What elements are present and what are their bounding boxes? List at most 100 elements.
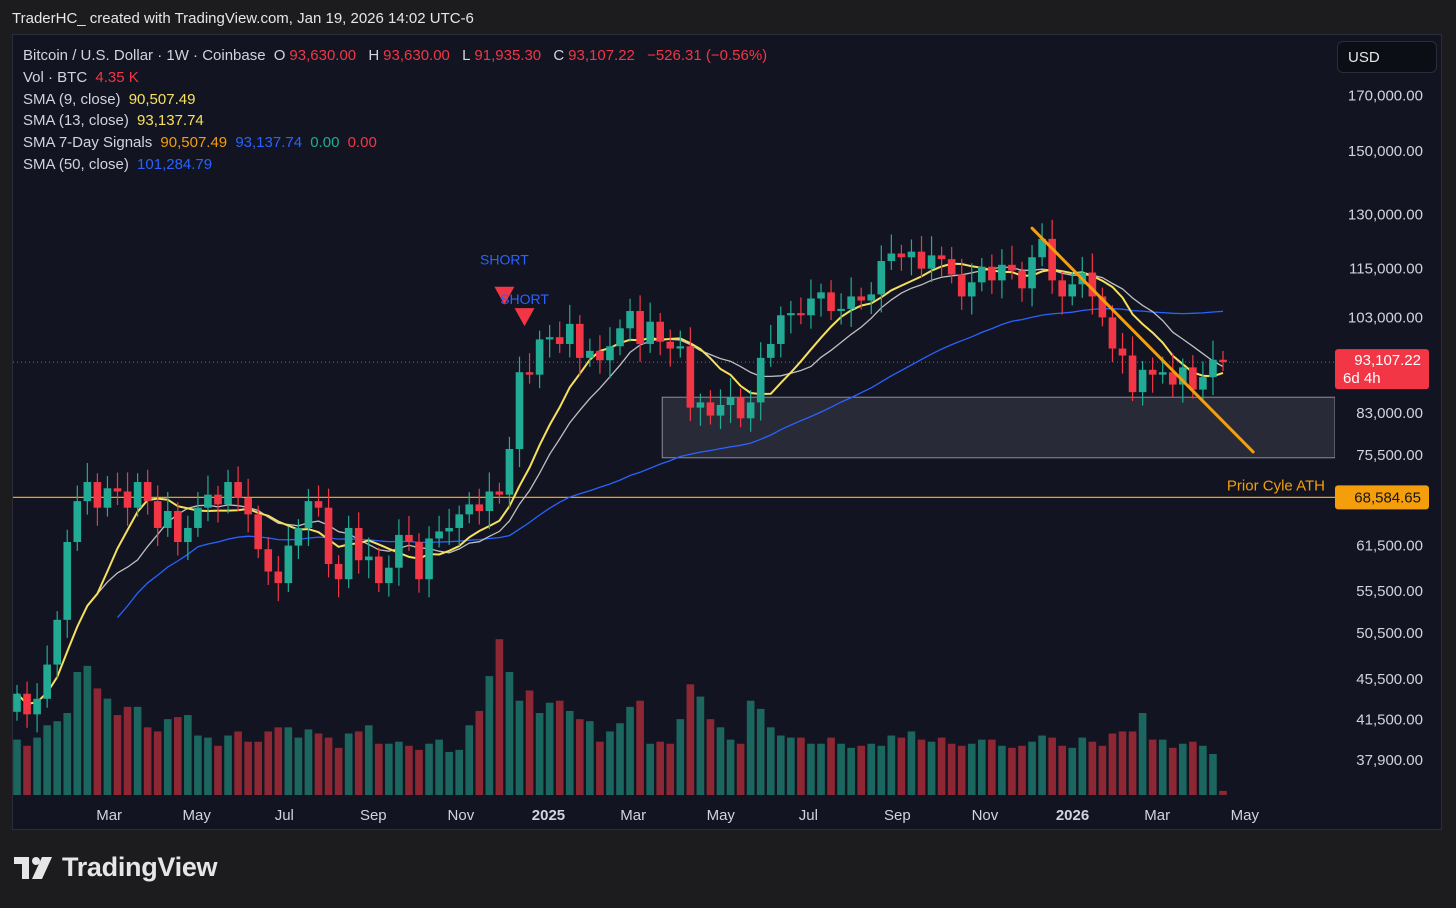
candle[interactable] [847, 277, 855, 327]
candle[interactable] [857, 287, 865, 310]
candle[interactable] [586, 338, 594, 367]
candle[interactable] [455, 505, 463, 547]
candle[interactable] [83, 462, 92, 515]
candle[interactable] [1048, 219, 1056, 294]
candle[interactable] [736, 388, 745, 428]
candle[interactable] [284, 526, 293, 593]
legend-sma13-row[interactable]: SMA (13, close) 93,137.74 [23, 112, 204, 130]
candle[interactable] [53, 611, 61, 679]
candle[interactable] [123, 472, 132, 526]
candle[interactable] [978, 257, 986, 292]
candle[interactable] [1008, 245, 1016, 280]
downtrend-line[interactable] [1030, 226, 1255, 454]
candle[interactable] [133, 473, 142, 517]
candle[interactable] [1028, 245, 1036, 307]
candle[interactable] [525, 353, 534, 384]
candle[interactable] [746, 390, 755, 432]
candle[interactable] [686, 327, 695, 422]
candle[interactable] [13, 684, 21, 721]
candle[interactable] [1038, 223, 1046, 267]
candle[interactable] [93, 473, 102, 526]
candle[interactable] [927, 236, 936, 283]
candle[interactable] [43, 645, 51, 708]
candle[interactable] [998, 249, 1006, 299]
candle[interactable] [937, 246, 946, 278]
candle[interactable] [706, 390, 715, 425]
candle[interactable] [485, 472, 494, 530]
candle[interactable] [807, 279, 815, 329]
candle[interactable] [988, 254, 996, 294]
candle[interactable] [143, 469, 152, 515]
candle[interactable] [867, 282, 876, 315]
candle[interactable] [947, 246, 956, 284]
candle[interactable] [314, 485, 323, 517]
candle[interactable] [153, 485, 162, 547]
candle[interactable] [344, 515, 353, 589]
candle[interactable] [405, 515, 413, 551]
candle[interactable] [1068, 272, 1077, 306]
candle[interactable] [264, 536, 273, 585]
candle[interactable] [505, 436, 514, 509]
candle[interactable] [475, 488, 484, 525]
candle[interactable] [837, 293, 845, 325]
candle[interactable] [555, 321, 564, 353]
candle[interactable] [375, 547, 383, 593]
candle[interactable] [23, 681, 31, 728]
candle[interactable] [385, 555, 393, 597]
candle[interactable] [163, 491, 172, 537]
candle[interactable] [696, 393, 705, 426]
candle[interactable] [324, 488, 333, 578]
candle[interactable] [445, 508, 453, 545]
candle[interactable] [354, 512, 363, 574]
candle[interactable] [103, 476, 112, 517]
short-signal-arrow[interactable] [494, 286, 515, 305]
candle[interactable] [415, 533, 423, 593]
candle[interactable] [967, 263, 976, 315]
tradingview-logo[interactable]: TradingView [14, 852, 218, 883]
short-signal-arrow[interactable] [514, 308, 535, 327]
candle[interactable] [616, 319, 624, 356]
candle[interactable] [334, 555, 343, 598]
candle[interactable] [676, 330, 685, 358]
price-chart[interactable]: Prior Cyle ATH SHORT SHORT 170,000.00 150,… [13, 35, 1442, 830]
candle[interactable] [1088, 253, 1097, 315]
candle[interactable] [787, 300, 795, 334]
candle[interactable] [425, 526, 433, 598]
candle[interactable] [756, 342, 765, 421]
candle[interactable] [224, 469, 232, 514]
candle[interactable] [565, 304, 574, 358]
candle[interactable] [636, 295, 644, 363]
candle[interactable] [1199, 361, 1207, 404]
candle[interactable] [1168, 353, 1177, 399]
legend-signals-row[interactable]: SMA 7-Day Signals 90,507.49 93,137.74 0.… [23, 134, 377, 152]
candle[interactable] [234, 466, 242, 512]
candle[interactable] [596, 335, 604, 374]
candle[interactable] [174, 502, 182, 556]
support-zone-box[interactable] [661, 396, 1336, 459]
candle[interactable] [1018, 261, 1026, 302]
candle[interactable] [887, 234, 896, 270]
candle[interactable] [777, 306, 785, 358]
candle[interactable] [957, 258, 966, 310]
candle[interactable] [184, 515, 192, 561]
legend-sma50-row[interactable]: SMA (50, close) 101,284.79 [23, 155, 213, 173]
candle[interactable] [214, 485, 222, 523]
ath-price-box[interactable] [1335, 485, 1429, 510]
candle[interactable] [274, 555, 283, 602]
legend-volume-row[interactable]: Vol · BTC 4.35 K [23, 68, 139, 86]
candle[interactable] [646, 302, 654, 353]
candle[interactable] [304, 488, 313, 547]
currency-button[interactable]: USD [1337, 41, 1437, 73]
candle[interactable] [435, 515, 443, 548]
candle[interactable] [606, 327, 614, 379]
candle[interactable] [1118, 332, 1127, 374]
candle[interactable] [797, 297, 805, 325]
candle[interactable] [495, 482, 504, 504]
candle[interactable] [1058, 271, 1066, 315]
candle[interactable] [33, 683, 41, 733]
legend-sma9-row[interactable]: SMA (9, close) 90,507.49 [23, 90, 196, 108]
candle[interactable] [113, 472, 122, 505]
candle[interactable] [515, 356, 524, 468]
candle[interactable] [204, 475, 212, 522]
candle[interactable] [545, 324, 554, 358]
